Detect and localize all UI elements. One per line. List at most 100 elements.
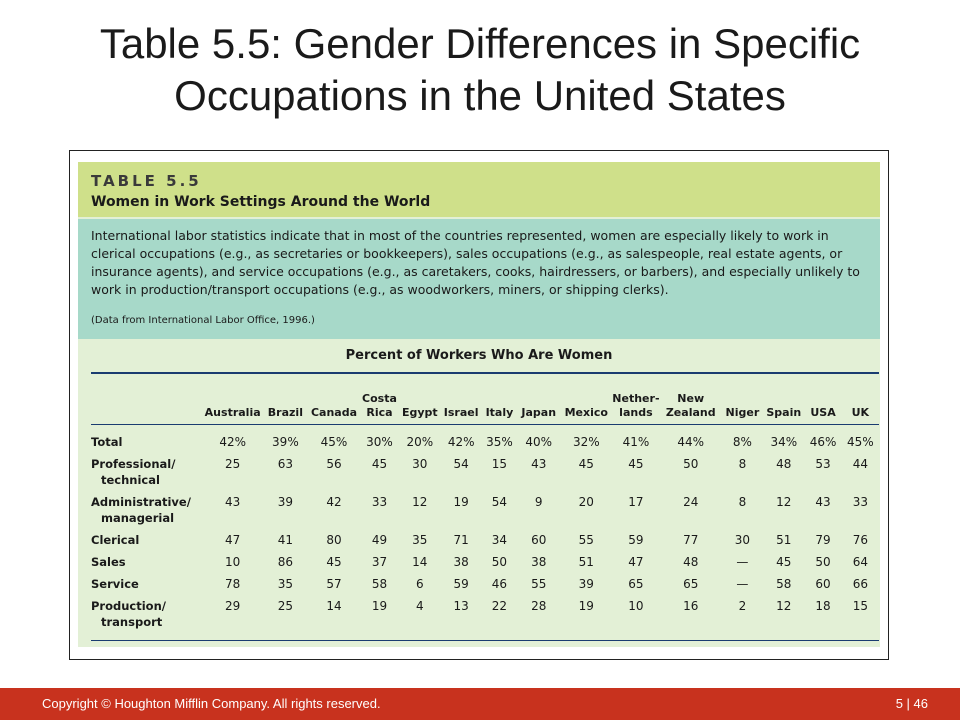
table-row: Total 42% 39% 45% 30% 20% 42% 35% 40% 32% 41% 44% 8%…: [91, 424, 879, 456]
table-cell: 19: [453, 495, 469, 509]
table-cell: 47: [225, 533, 241, 547]
row-label: Clerical: [91, 532, 203, 554]
column-header: New Zealand: [660, 380, 722, 424]
table-row: Administrative/managerial 43 39 42 33 12 19 54 9…: [91, 494, 879, 532]
table-cell: 25: [225, 457, 241, 471]
table-cell: 45: [371, 457, 388, 471]
table-cell: 48: [683, 555, 699, 569]
table-description-box: International labor statistics indicate …: [78, 219, 880, 339]
column-header: Mexico: [560, 380, 612, 424]
table-row: Professional/technical 25 63 56 45 30 54 15 43 45…: [91, 456, 879, 494]
table-row: Production/transport 29 25 14 19 4 13 22 28 19 10 1…: [91, 598, 879, 636]
table-cell: 55: [531, 577, 547, 591]
table-cell: 51: [776, 533, 792, 547]
table-cell: 4: [415, 599, 424, 613]
column-header-line-2: UK: [851, 406, 870, 419]
slide-title-line-1: Table 5.5: Gender Differences in Specifi…: [99, 20, 861, 67]
table-cell: 30: [412, 457, 428, 471]
table-cell: 8: [738, 457, 747, 471]
column-header: Israel: [440, 380, 481, 424]
table-cell: 24: [683, 495, 699, 509]
column-header: Spain: [763, 380, 804, 424]
table-cell: 65: [683, 577, 699, 591]
table-cell: 58: [776, 577, 792, 591]
table-body: Total 42% 39% 45% 30% 20% 42% 35% 40% 32% 41% 44% 8%…: [91, 424, 879, 636]
column-header: Canada: [308, 380, 360, 424]
table-cell: 60: [531, 533, 547, 547]
row-label: Total: [91, 424, 203, 456]
row-label: Professional/technical: [91, 456, 203, 494]
table-figure: TABLE 5.5 Women in Work Settings Around …: [69, 150, 889, 660]
row-label-line-2: managerial: [101, 511, 175, 525]
footer-page-number: 5 | 46: [895, 696, 928, 711]
table-cell: 14: [412, 555, 428, 569]
column-header-line-2: Egypt: [401, 406, 438, 419]
table-cell: 34: [491, 533, 508, 547]
table-cell: 45: [578, 457, 594, 471]
percent-heading: Percent of Workers Who Are Women: [345, 348, 613, 363]
table-cell: 45: [628, 457, 644, 471]
table-cell: 35%: [486, 435, 513, 449]
column-header: Australia: [203, 380, 263, 424]
table-cell: 22: [491, 599, 508, 613]
table-cell: 46: [491, 577, 508, 591]
column-header-line-2: Mexico: [564, 406, 608, 419]
table-cell: 39: [277, 495, 294, 509]
table-cell: 76: [852, 533, 868, 547]
column-header: Japan: [517, 380, 560, 424]
table-cell: 42: [326, 495, 342, 509]
table-cell: 40%: [525, 435, 553, 449]
column-header-line-2: Italy: [485, 406, 514, 419]
table-cell: 44: [852, 457, 868, 471]
table-number: TABLE 5.5: [91, 172, 202, 190]
table-cell: 77: [683, 533, 699, 547]
row-label-line-2: technical: [101, 473, 160, 487]
rule-bottom: [91, 640, 879, 641]
table-cell: —: [736, 555, 749, 569]
table-cell: 34%: [770, 435, 798, 449]
table-cell: 63: [277, 457, 294, 471]
row-label-line-1: Administrative/: [91, 495, 191, 509]
table-header-band: TABLE 5.5 Women in Work Settings Around …: [78, 162, 880, 217]
table-row: Clerical 47 41 80 49 35 71 34 60 55 59 77 30 51 79 76: [91, 532, 879, 554]
table-cell: 20%: [406, 435, 434, 449]
table-cell: 50: [683, 457, 699, 471]
table-cell: 14: [326, 599, 342, 613]
table-cell: 10: [225, 555, 241, 569]
table-cell: 15: [491, 457, 508, 471]
table-panel: TABLE 5.5 Women in Work Settings Around …: [78, 162, 880, 647]
row-label: Production/transport: [91, 598, 203, 636]
slide-title-line-2: Occupations in the United States: [174, 72, 786, 119]
column-header-line-1: Nether-: [612, 392, 660, 405]
column-header-line-1: Costa: [362, 392, 397, 405]
table-cell: 25: [277, 599, 294, 613]
table-cell: 50: [815, 555, 831, 569]
table-source: (Data from International Labor Office, 1…: [91, 315, 315, 326]
table-cell: 49: [371, 533, 388, 547]
row-label: Service: [91, 576, 203, 598]
table-cell: 16: [683, 599, 699, 613]
table-cell: 86: [277, 555, 294, 569]
table-cell: 47: [628, 555, 644, 569]
column-header-line-2: lands: [619, 406, 653, 419]
table-cell: 48: [776, 457, 792, 471]
table-cell: 57: [326, 577, 342, 591]
table-cell: 30: [734, 533, 751, 547]
table-cell: 45: [776, 555, 792, 569]
table-cell: 20: [578, 495, 594, 509]
table-cell: 8%: [732, 435, 752, 449]
table-cell: 43: [225, 495, 241, 509]
table-cell: 66: [852, 577, 868, 591]
table-cell: 51: [578, 555, 594, 569]
column-header-line-2: Canada: [310, 406, 358, 419]
table-cell: 45: [326, 555, 342, 569]
row-label-line-1: Production/: [91, 599, 166, 613]
column-header-line-2: Israel: [443, 406, 479, 419]
table-cell: 38: [453, 555, 469, 569]
table-cell: 43: [815, 495, 831, 509]
table-cell: 19: [578, 599, 594, 613]
table-cell: 55: [578, 533, 594, 547]
table-cell: —: [736, 577, 749, 591]
column-header-line-2: Australia: [204, 406, 261, 419]
table-cell: 43: [531, 457, 547, 471]
